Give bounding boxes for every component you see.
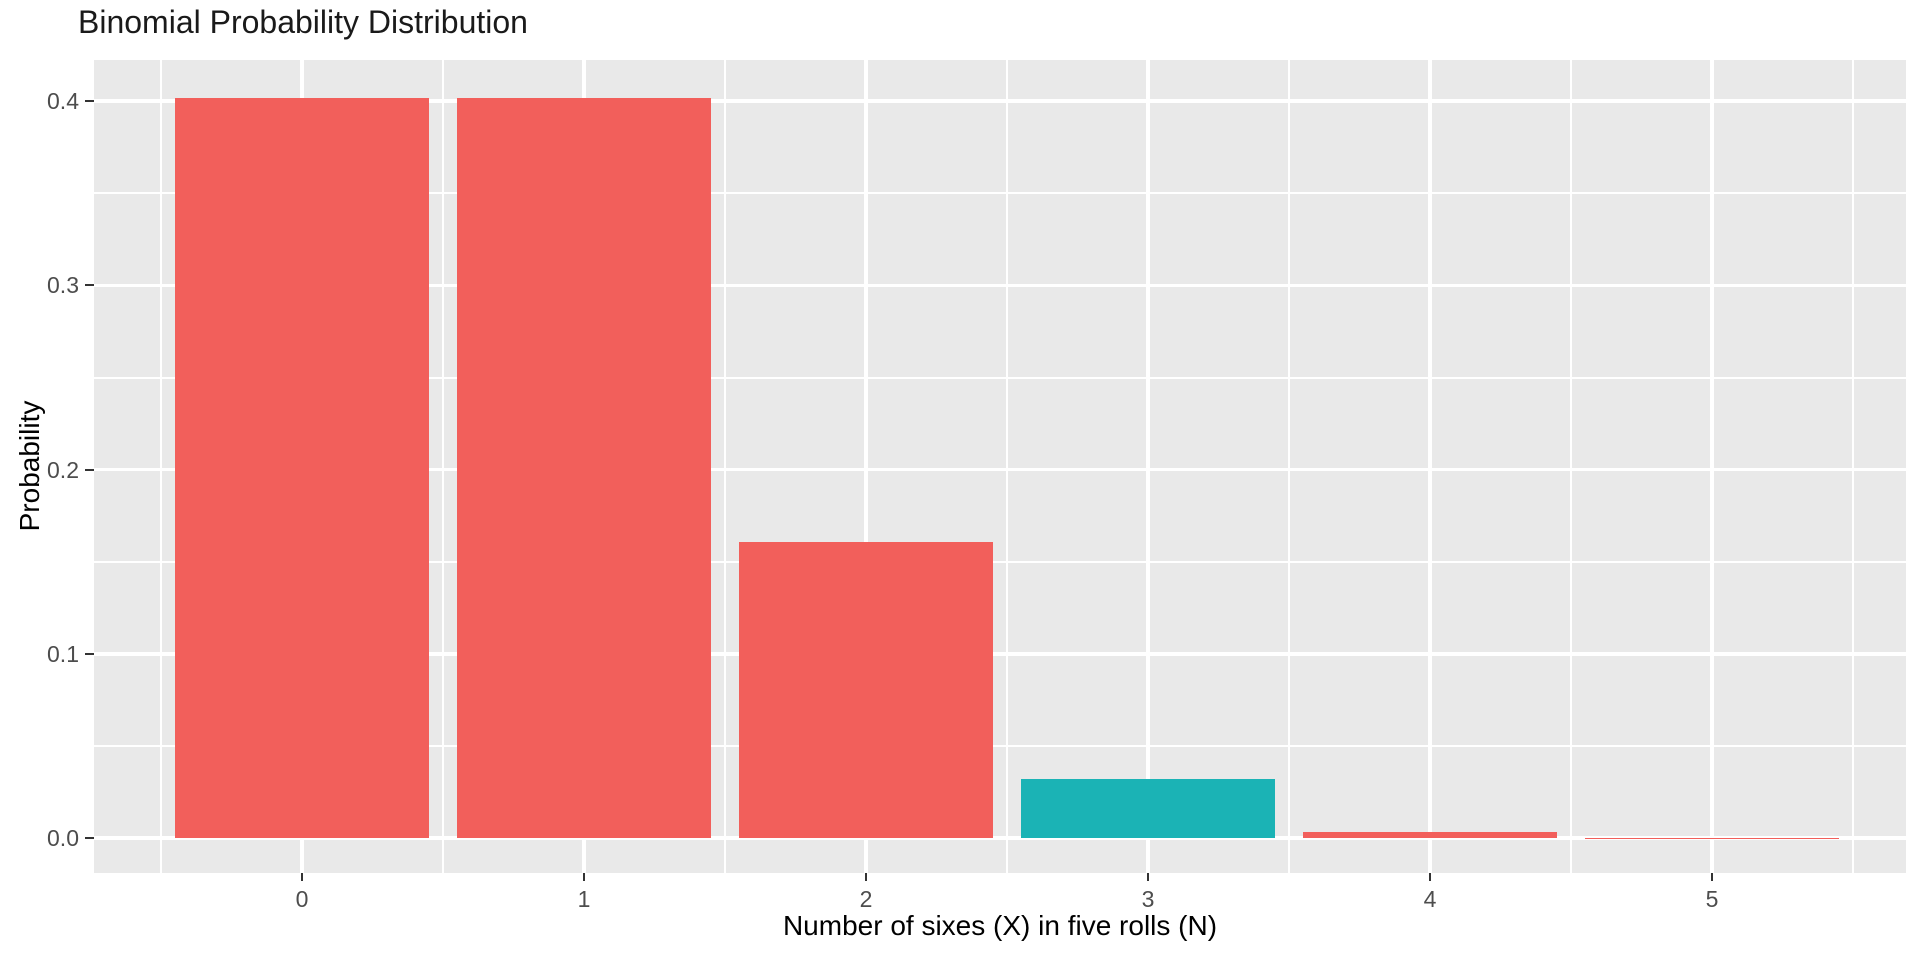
major-gridline-horizontal bbox=[94, 283, 1906, 288]
chart-title: Binomial Probability Distribution bbox=[78, 4, 528, 40]
plot-panel bbox=[94, 60, 1906, 873]
minor-gridline-vertical bbox=[1006, 60, 1008, 873]
x-tick-label: 2 bbox=[859, 886, 873, 912]
x-axis-tick bbox=[583, 873, 585, 881]
x-axis-tick bbox=[1429, 873, 1431, 881]
bar-category-0 bbox=[175, 97, 429, 838]
minor-gridline-vertical bbox=[160, 60, 162, 873]
minor-gridline-vertical bbox=[1852, 60, 1854, 873]
x-tick-label: 0 bbox=[295, 886, 309, 912]
bar-category-1 bbox=[457, 97, 711, 838]
x-axis-tick bbox=[1711, 873, 1713, 881]
bar-category-3 bbox=[1021, 778, 1275, 838]
y-axis-tick bbox=[85, 468, 94, 471]
major-gridline-horizontal bbox=[94, 652, 1906, 656]
y-tick-label: 0.2 bbox=[47, 456, 79, 483]
major-gridline-horizontal bbox=[94, 467, 1906, 472]
minor-gridline-horizontal bbox=[94, 376, 1906, 379]
y-tick-label: 0.1 bbox=[47, 640, 79, 667]
minor-gridline-vertical bbox=[442, 60, 444, 873]
x-axis-tick bbox=[301, 873, 303, 881]
y-tick-label: 0.0 bbox=[47, 825, 79, 851]
x-tick-label: 3 bbox=[1141, 886, 1155, 912]
y-axis-tick bbox=[85, 284, 94, 287]
y-tick-label: 0.3 bbox=[47, 272, 79, 299]
x-tick-label: 4 bbox=[1423, 886, 1437, 912]
major-gridline-vertical bbox=[1710, 60, 1714, 873]
x-axis-tick bbox=[865, 873, 867, 881]
x-tick-label: 1 bbox=[577, 886, 591, 912]
x-tick-label: 5 bbox=[1705, 886, 1719, 912]
y-axis-tick bbox=[85, 652, 94, 655]
x-axis-tick bbox=[1147, 873, 1149, 881]
major-gridline-horizontal bbox=[94, 836, 1906, 840]
minor-gridline-horizontal bbox=[94, 744, 1906, 747]
minor-gridline-horizontal bbox=[94, 192, 1906, 195]
y-axis-tick bbox=[85, 100, 94, 103]
major-gridline-horizontal bbox=[94, 99, 1906, 103]
x-axis-title: Number of sixes (X) in five rolls (N) bbox=[782, 910, 1218, 941]
minor-gridline-horizontal bbox=[94, 560, 1906, 563]
bar-category-2 bbox=[739, 541, 993, 838]
bar-category-4 bbox=[1303, 832, 1557, 838]
y-axis-tick bbox=[85, 837, 94, 839]
y-tick-label: 0.4 bbox=[47, 88, 79, 115]
minor-gridline-vertical bbox=[1570, 60, 1572, 873]
minor-gridline-vertical bbox=[724, 60, 726, 873]
major-gridline-vertical bbox=[1428, 60, 1432, 873]
major-gridline-vertical bbox=[864, 60, 868, 873]
major-gridline-vertical bbox=[1146, 60, 1150, 873]
minor-gridline-vertical bbox=[1288, 60, 1290, 873]
